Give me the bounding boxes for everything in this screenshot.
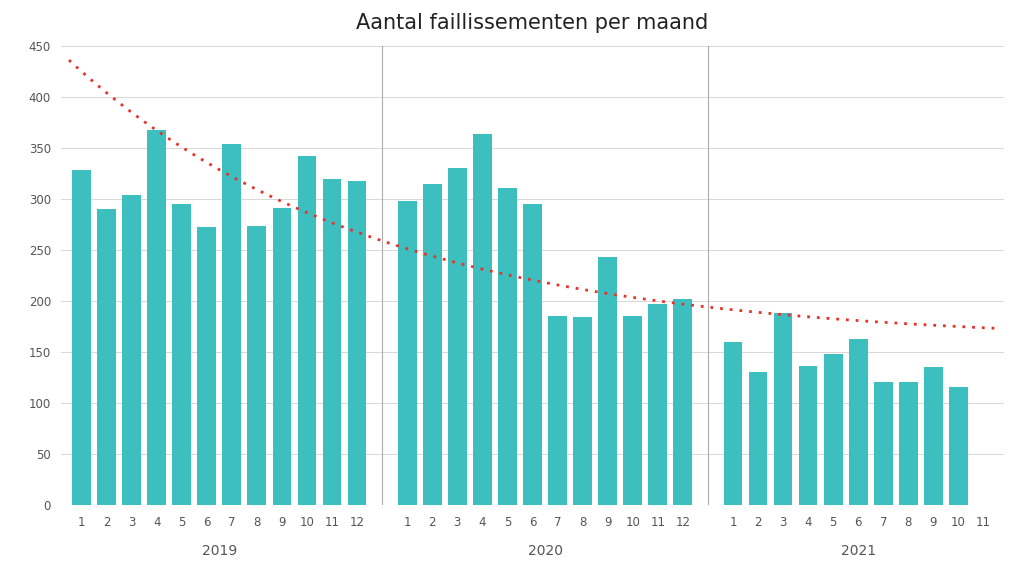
Bar	[774, 313, 793, 505]
Bar	[849, 339, 867, 505]
Bar	[648, 304, 668, 505]
Bar	[298, 156, 316, 505]
Bar	[749, 373, 767, 505]
Bar	[397, 201, 417, 505]
Bar	[348, 181, 367, 505]
Title: Aantal faillissementen per maand: Aantal faillissementen per maand	[356, 13, 709, 33]
Bar	[248, 226, 266, 505]
Bar	[498, 188, 517, 505]
Bar	[323, 179, 341, 505]
Bar	[674, 299, 692, 505]
Bar	[624, 316, 642, 505]
Bar	[198, 227, 216, 505]
Bar	[899, 382, 918, 505]
Bar	[423, 184, 441, 505]
Bar	[598, 257, 617, 505]
Text: 2020: 2020	[527, 544, 562, 558]
Bar	[272, 208, 291, 505]
Bar	[473, 134, 492, 505]
Bar	[447, 168, 467, 505]
Bar	[799, 366, 817, 505]
Bar	[72, 170, 91, 505]
Text: 2019: 2019	[202, 544, 237, 558]
Bar	[823, 354, 843, 505]
Bar	[573, 317, 592, 505]
Bar	[873, 382, 893, 505]
Bar	[147, 130, 166, 505]
Bar	[523, 204, 542, 505]
Bar	[949, 387, 968, 505]
Bar	[724, 342, 742, 505]
Bar	[222, 144, 242, 505]
Bar	[924, 367, 943, 505]
Bar	[548, 316, 567, 505]
Bar	[172, 204, 191, 505]
Bar	[122, 195, 141, 505]
Text: 2021: 2021	[841, 544, 876, 558]
Bar	[97, 209, 116, 505]
